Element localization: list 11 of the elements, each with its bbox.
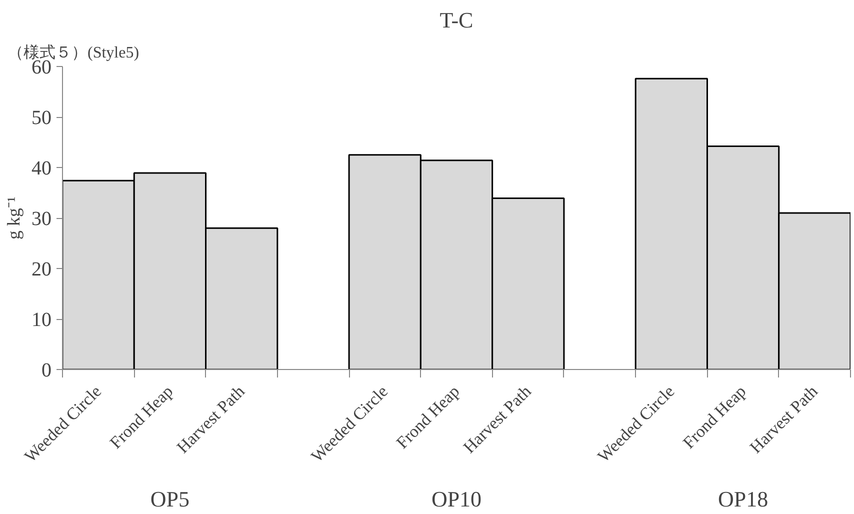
y-tick-label: 40 xyxy=(32,158,52,180)
y-axis-title: g kg⁻¹ xyxy=(4,196,24,240)
y-tick-label: 0 xyxy=(42,360,52,382)
y-tick-label: 20 xyxy=(32,258,52,280)
text: OP5 xyxy=(150,486,190,512)
y-tick-label: 30 xyxy=(32,208,52,230)
y-tick-label: 50 xyxy=(32,107,52,129)
text: OP18 xyxy=(718,486,768,512)
text: OP10 xyxy=(431,486,482,512)
y-tick-label: 10 xyxy=(32,309,52,331)
chart-title: T-C xyxy=(440,8,474,32)
